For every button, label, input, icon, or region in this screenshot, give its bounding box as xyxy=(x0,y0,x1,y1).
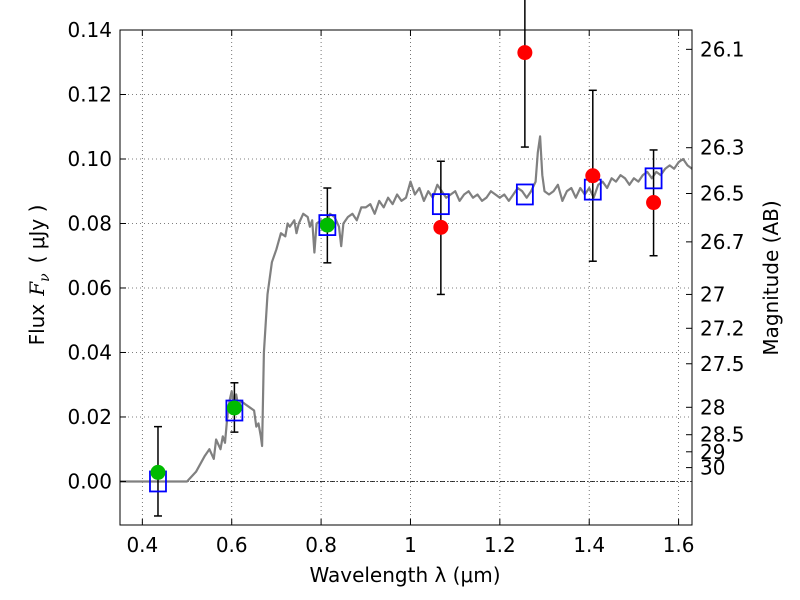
model-spectrum-line xyxy=(120,135,693,483)
magnitude-tick-label: 30 xyxy=(700,456,725,480)
magnitude-tick-label: 27.2 xyxy=(700,316,745,340)
y-tick-label: 0.02 xyxy=(67,405,112,429)
model-photometry-box xyxy=(431,193,450,216)
magnitude-tick-label: 26.7 xyxy=(700,230,745,254)
plot-frame xyxy=(119,29,693,526)
observed-point-red xyxy=(585,168,601,184)
y-axis-label: FluxFν( μJy ) xyxy=(25,205,53,346)
magnitude-tick-label: 27 xyxy=(700,282,725,306)
errorbar-layer xyxy=(153,0,658,517)
y-tick-label: 0.14 xyxy=(67,18,112,42)
observed-photometry-layer xyxy=(150,45,662,480)
magnitude-tick-label: 26.1 xyxy=(700,37,745,61)
model-photometry-box xyxy=(515,183,534,206)
y-tick-label: 0.10 xyxy=(67,147,112,171)
y-tick-label: 0.00 xyxy=(67,469,112,493)
x-tick-label: 1.6 xyxy=(663,533,695,557)
observed-point-green xyxy=(150,464,166,480)
x-tick-label: 1 xyxy=(404,533,417,557)
magnitude-tick-label: 26.5 xyxy=(700,181,745,205)
magnitude-tick-label: 26.3 xyxy=(700,136,745,160)
x-axis-label: Wavelength λ (μm) xyxy=(309,563,500,587)
x-tick-label: 0.4 xyxy=(126,533,158,557)
grid-layer xyxy=(120,29,692,525)
x-tick-label: 0.6 xyxy=(216,533,248,557)
magnitude-tick-label: 28 xyxy=(700,395,725,419)
observed-point-green xyxy=(319,217,335,233)
y-tick-label: 0.04 xyxy=(67,340,112,364)
y-tick-label: 0.08 xyxy=(67,211,112,235)
observed-point-red xyxy=(646,195,662,211)
right-axis-label: Magnitude (AB) xyxy=(759,200,783,355)
y-tick-label: 0.12 xyxy=(67,82,112,106)
x-tick-label: 1.2 xyxy=(484,533,516,557)
model-photometry-box xyxy=(318,214,337,236)
model-photometry-box xyxy=(644,167,663,190)
magnitude-tick-label: 29 xyxy=(700,440,725,464)
model-layer xyxy=(120,135,693,483)
x-tick-label: 1.4 xyxy=(573,533,605,557)
tick-layer: 0.4 0.6 0.8 1 1.2 1.4 1.6 0.00 0.02 0.04 0.06 0.08 0… xyxy=(67,18,744,557)
y-tick-label: 0.06 xyxy=(67,276,112,300)
observed-point-green xyxy=(226,400,242,416)
observed-point-red xyxy=(517,45,533,61)
model-photometry-layer xyxy=(149,167,663,493)
magnitude-tick-label: 28.5 xyxy=(700,423,745,447)
observed-point-red xyxy=(433,219,449,235)
magnitude-tick-label: 27.5 xyxy=(700,352,745,376)
x-tick-label: 0.8 xyxy=(305,533,337,557)
